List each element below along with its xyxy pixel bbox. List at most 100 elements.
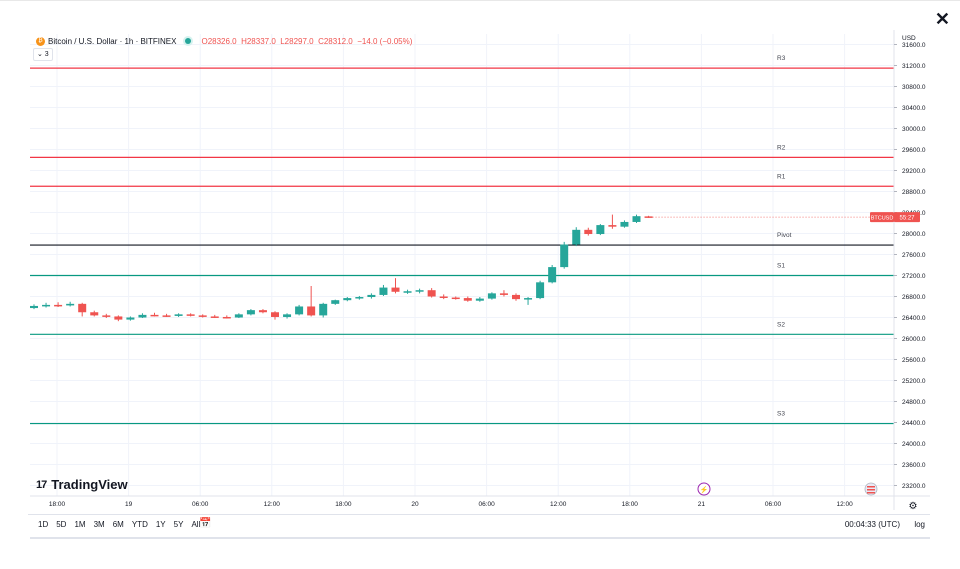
calendar-goto-icon[interactable]: 📅 [199, 518, 212, 529]
candle-body[interactable] [343, 298, 352, 301]
pivot-label-s3: S3 [777, 411, 785, 418]
range-button-1m[interactable]: 1M [74, 520, 86, 529]
candle-body[interactable] [512, 294, 520, 300]
time-tick-label: 20 [411, 501, 419, 508]
candle-body[interactable] [548, 267, 557, 283]
candle-body[interactable] [596, 225, 605, 235]
range-button-ytd[interactable]: YTD [131, 520, 148, 529]
candle-body[interactable] [258, 310, 267, 313]
candle-body[interactable] [584, 229, 593, 235]
settings-gear-icon[interactable]: ⚙ [909, 501, 918, 512]
candle-body[interactable] [620, 221, 629, 227]
candle-body[interactable] [150, 314, 159, 317]
last-price-symbol: BTCUSD [871, 216, 894, 222]
candle-body[interactable] [379, 287, 388, 295]
candle-body[interactable] [463, 298, 472, 301]
range-button-5d[interactable]: 5D [56, 520, 67, 529]
candle-body[interactable] [487, 293, 496, 299]
candle-body[interactable] [186, 314, 195, 316]
range-button-5y[interactable]: 5Y [173, 520, 184, 529]
last-price-tag-symbol [870, 212, 894, 223]
price-tick-label: 29200.0 [902, 168, 926, 175]
candle-body[interactable] [102, 315, 111, 317]
tradingview-logo-text: TradingView [51, 477, 128, 492]
top-border [0, 0, 960, 1]
candle-body[interactable] [403, 291, 412, 293]
time-tick-label: 06:00 [765, 501, 782, 508]
candle-body[interactable] [295, 306, 304, 315]
bitcoin-icon: ₿ [36, 36, 45, 46]
us-flag-stripe [867, 492, 875, 494]
candle-body[interactable] [234, 314, 243, 318]
utc-clock[interactable]: 00:04:33 (UTC) [844, 520, 900, 529]
candle-body[interactable] [246, 310, 255, 315]
candle-body[interactable] [524, 298, 533, 300]
lightning-event-icon[interactable] [697, 482, 711, 496]
candle-body[interactable] [271, 312, 279, 317]
price-tick-label: 25200.0 [902, 378, 926, 385]
candle-body[interactable] [30, 305, 38, 309]
price-tick-label: 23200.0 [902, 483, 926, 490]
candle-body[interactable] [427, 290, 436, 297]
candle-body[interactable] [222, 316, 231, 319]
candle-body[interactable] [126, 317, 135, 320]
candle-body[interactable] [415, 290, 424, 292]
price-tick-label: 30400.0 [902, 105, 926, 112]
candle-body[interactable] [78, 303, 87, 313]
market-status-icon [185, 38, 192, 44]
time-tick-label: 12:00 [836, 501, 853, 508]
candle-body[interactable] [451, 297, 460, 300]
price-tick-label: 27600.0 [902, 252, 926, 259]
candle-body[interactable] [475, 298, 484, 301]
log-scale-button[interactable]: log [914, 520, 925, 529]
price-tick-label: 23600.0 [902, 462, 926, 469]
candle-body[interactable] [174, 314, 183, 316]
candle-body[interactable] [90, 312, 99, 316]
price-tick-label: 24400.0 [902, 420, 926, 427]
time-tick-label: 12:00 [264, 501, 281, 508]
candle-body[interactable] [632, 216, 641, 222]
candle-body[interactable] [138, 314, 147, 318]
candle-body[interactable] [367, 294, 376, 298]
candle-body[interactable] [162, 315, 171, 317]
candle-body[interactable] [499, 293, 508, 295]
candle-body[interactable] [210, 316, 219, 318]
candle-body[interactable] [560, 244, 569, 268]
range-button-1y[interactable]: 1Y [155, 520, 166, 529]
price-tick-label: 27200.0 [902, 273, 926, 280]
candle-body[interactable] [198, 315, 207, 317]
candle-body[interactable] [536, 282, 545, 299]
time-tick-label: 06:00 [478, 501, 495, 508]
range-button-1d[interactable]: 1D [38, 520, 49, 529]
range-button-all[interactable]: All [191, 520, 201, 529]
price-tick-label: 31600.0 [902, 42, 926, 49]
candle-body[interactable] [114, 316, 123, 320]
symbol-legend[interactable]: ₿ Bitcoin / U.S. Dollar · 1h · BITFINEX … [36, 34, 412, 48]
close-icon[interactable]: ✕ [934, 9, 950, 29]
tradingview-logo[interactable]: 17 TradingView [36, 477, 128, 492]
us-flag-stripe [867, 489, 875, 491]
price-tick-label: 30000.0 [902, 126, 926, 133]
range-button-3m[interactable]: 3M [93, 520, 105, 529]
candle-body[interactable] [391, 287, 400, 292]
candle-body[interactable] [355, 297, 364, 299]
candle-body[interactable] [319, 303, 328, 316]
candle-body[interactable] [331, 300, 340, 304]
candle-body[interactable] [66, 303, 75, 306]
candle-body[interactable] [608, 225, 617, 227]
currency-label[interactable]: USD [902, 35, 916, 42]
price-tick-label: 26800.0 [902, 294, 926, 301]
open-value: O28326.0 [201, 36, 237, 46]
candle-body[interactable] [439, 296, 448, 299]
candle-body[interactable] [42, 304, 51, 307]
range-button-6m[interactable]: 6M [112, 520, 124, 529]
indicators-collapse-button[interactable]: ⌄ 3 [33, 48, 53, 61]
close-value: C28312.0 [318, 36, 353, 46]
candle-body[interactable] [307, 306, 316, 316]
candle-body[interactable] [644, 216, 653, 218]
candle-body[interactable] [572, 229, 581, 245]
candle-body[interactable] [283, 314, 292, 317]
last-price-countdown: 55:27 [899, 216, 915, 222]
candle-body[interactable] [54, 304, 63, 307]
